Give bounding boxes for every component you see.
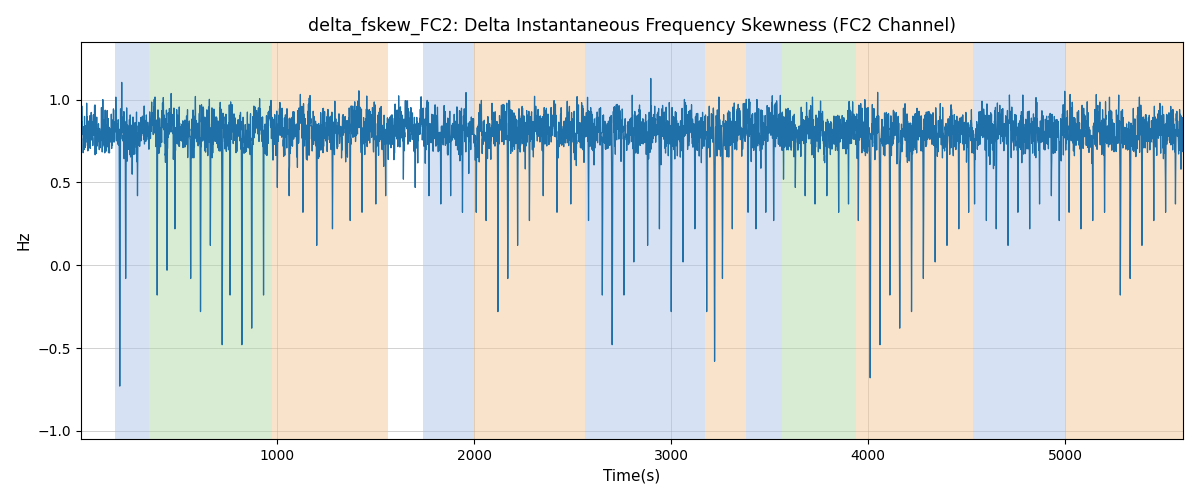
Bar xyxy=(474,42,584,439)
Bar xyxy=(973,42,1066,439)
Bar xyxy=(857,42,973,439)
Bar xyxy=(746,42,781,439)
Bar xyxy=(271,42,388,439)
Bar xyxy=(150,42,271,439)
Title: delta_fskew_FC2: Delta Instantaneous Frequency Skewness (FC2 Channel): delta_fskew_FC2: Delta Instantaneous Fre… xyxy=(308,16,956,35)
Bar xyxy=(781,42,857,439)
Bar xyxy=(424,42,474,439)
Bar xyxy=(584,42,704,439)
Y-axis label: Hz: Hz xyxy=(17,230,31,250)
Bar xyxy=(115,42,150,439)
X-axis label: Time(s): Time(s) xyxy=(604,468,660,483)
Bar xyxy=(1066,42,1183,439)
Bar xyxy=(704,42,746,439)
